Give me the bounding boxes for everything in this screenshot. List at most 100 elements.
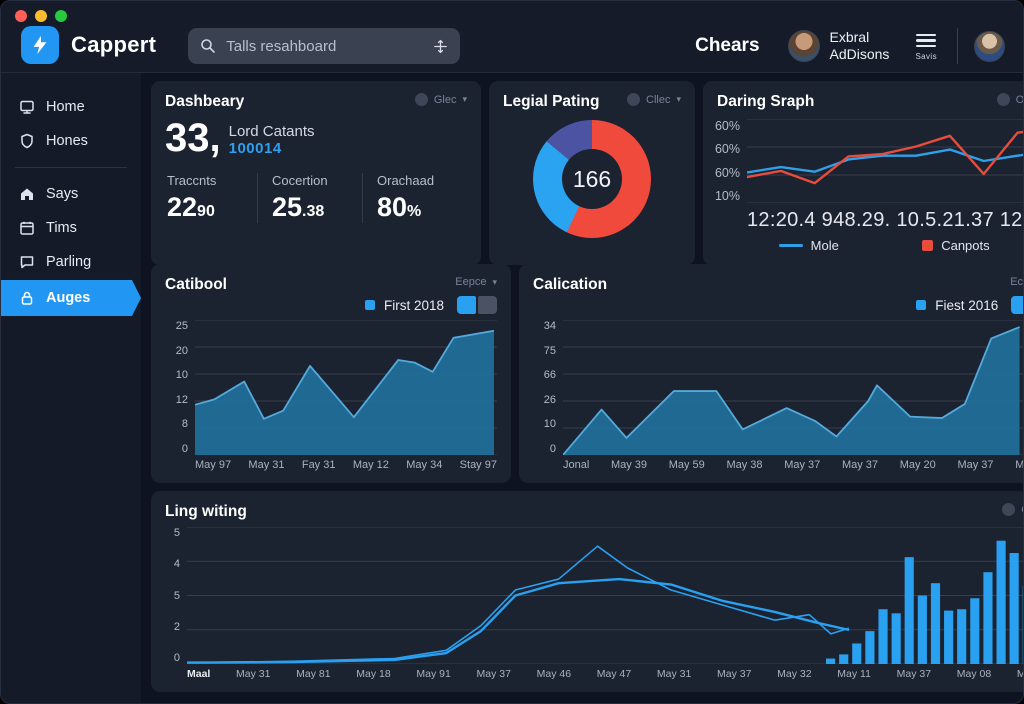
- sidebar-item-label: Says: [46, 186, 79, 202]
- y-tick-label: 34: [543, 320, 556, 332]
- zoom-button[interactable]: [55, 10, 67, 22]
- search-input[interactable]: Talls resahboard: [188, 28, 461, 64]
- user-name: Exbral AdDisons: [830, 29, 890, 64]
- y-tick-label: 75: [543, 344, 556, 357]
- y-axis-labels: 25 20 10 12 8 0: [165, 320, 195, 455]
- card-ling-witing: Ling witing Clte ▾ 5 4 5 2 0 Maal May 31 May 8…: [151, 491, 1023, 692]
- chevron-down-icon: ▾: [462, 94, 467, 104]
- lingwiting-dropdown[interactable]: Clte ▾: [1002, 503, 1023, 516]
- card-legial-pating: Legial Pating Cllec ▾ 166: [489, 81, 695, 265]
- close-button[interactable]: [15, 10, 27, 22]
- sidebar-item-tims[interactable]: Tims: [1, 212, 141, 244]
- x-tick-label: May 97: [1017, 668, 1023, 680]
- x-tick-label: May 37: [841, 459, 879, 471]
- x-tick-label: May 12: [352, 459, 389, 471]
- card-daring-sraph: Daring Sraph Olice ▾ 60% 60% 60% 10% 12:20.…: [703, 81, 1024, 265]
- catibool-dropdown[interactable]: Eepce ▾: [455, 276, 497, 288]
- x-tick-label: Jonal: [563, 459, 590, 471]
- calication-dropdown[interactable]: Econc ▾: [1010, 276, 1024, 288]
- kpi-label: Lord Catants: [228, 123, 315, 140]
- x-tick-label: May 20: [899, 459, 936, 471]
- card-title: Legial Pating: [503, 93, 600, 110]
- lingwiting-combo-chart: 5 4 5 2 0 Maal May 31 May 81 May 18 May 91 May 37…: [165, 527, 1023, 680]
- x-tick-label: May 32: [777, 668, 812, 680]
- stat-suffix: .38: [302, 203, 325, 220]
- y-tick-label: 10: [543, 418, 556, 431]
- x-tick-label: May 13: [1015, 459, 1024, 471]
- donut-chart: 166: [533, 120, 651, 238]
- legial-dropdown[interactable]: Cllec ▾: [627, 93, 681, 106]
- minimize-button[interactable]: [35, 10, 47, 22]
- sidebar-item-home[interactable]: Home: [1, 91, 141, 123]
- dropdown-label: Econc: [1010, 276, 1024, 288]
- card-title: Ling witing: [165, 503, 247, 520]
- hamburger-menu[interactable]: Savis: [915, 31, 937, 61]
- sidebar-item-says[interactable]: Says: [1, 178, 141, 210]
- y-tick-label: 4: [173, 558, 180, 571]
- y-axis-labels: 5 4 5 2 0: [165, 527, 187, 664]
- card-title: Calication: [533, 276, 608, 293]
- x-tick-label: May 34: [406, 459, 443, 471]
- x-tick-label: May 97: [195, 459, 232, 471]
- dropdown-dot-icon: [414, 93, 428, 106]
- user-avatar[interactable]: [787, 30, 820, 62]
- kpi-block: 33, Lord Catants 100014: [165, 116, 467, 160]
- series-legend: First 2018: [165, 296, 497, 314]
- cursor-move-icon[interactable]: [433, 39, 448, 54]
- dropdown-label: Olice: [1015, 93, 1024, 106]
- plot-area: [195, 320, 497, 455]
- daring-dropdown[interactable]: Olice ▾: [996, 93, 1024, 106]
- stat-value: 22: [167, 192, 198, 222]
- stat-label: Traccnts: [167, 173, 217, 188]
- y-tick-label: 0: [181, 442, 188, 455]
- y-axis-labels: 34 75 66 26 10 0: [533, 320, 563, 455]
- sidebar-item-auges[interactable]: Auges: [1, 280, 141, 316]
- dropdown-dot-icon: [1002, 503, 1016, 516]
- sidebar-item-parling[interactable]: Parling: [1, 246, 141, 278]
- search-placeholder: Talls resahboard: [226, 37, 337, 55]
- sidebar: Home Hones Says Tims Parling Auges: [1, 73, 141, 703]
- dropdown-label: Cllec: [646, 93, 671, 106]
- x-tick-label: May 81: [296, 668, 331, 680]
- x-tick-label: May 38: [726, 459, 763, 471]
- x-tick-label: May 18: [356, 668, 391, 680]
- series-toggle[interactable]: [1011, 296, 1023, 314]
- chart-legend: Mole Canpots: [717, 238, 1023, 253]
- y-tick-label: 60%: [714, 142, 740, 157]
- toggle-off-segment: [478, 296, 497, 314]
- legend-mole: Mole: [778, 238, 839, 253]
- y-tick-label: 20: [175, 344, 188, 357]
- profile-avatar[interactable]: [974, 30, 1005, 62]
- user-name-line2: AdDisons: [829, 46, 890, 62]
- user-name-line1: Exbral: [829, 28, 870, 45]
- sidebar-item-label: Parling: [46, 254, 92, 270]
- chevron-down-icon: ▾: [492, 276, 497, 287]
- kpi-value: 33,: [165, 116, 221, 160]
- x-tick-label: May 37: [957, 459, 994, 471]
- shield-icon: [21, 133, 33, 149]
- sidebar-item-hones[interactable]: Hones: [1, 125, 141, 157]
- card-title: Catibool: [165, 276, 227, 293]
- x-axis-labels: Maal May 31 May 81 May 18 May 91 May 37 May 46…: [187, 664, 1023, 680]
- series-toggle[interactable]: [457, 296, 497, 314]
- y-tick-label: 66: [543, 369, 556, 382]
- brand: Cappert: [21, 26, 156, 64]
- card-title: Daring Sraph: [717, 93, 815, 110]
- y-axis-labels: 60% 60% 60% 10%: [714, 119, 747, 203]
- chat-icon: [20, 256, 34, 269]
- legend-canpots: Canpots: [922, 238, 990, 253]
- x-tick-label: May 59: [668, 459, 705, 471]
- dashbeary-dropdown[interactable]: Glec ▾: [414, 93, 467, 106]
- card-dashbeary: Dashbeary Glec ▾ 33, Lord Catants 100014: [151, 81, 481, 265]
- x-tick-label: May 37: [476, 668, 511, 680]
- y-tick-label: 60%: [714, 119, 740, 133]
- stats-row: Traccnts 2290 Cocertion 25.38 Orachaad 8…: [165, 173, 467, 223]
- y-tick-label: 8: [181, 418, 188, 431]
- x-tick-label: May 08: [956, 668, 992, 680]
- legend-label: Canpots: [941, 238, 990, 253]
- hamburger-icon: [916, 31, 937, 50]
- calication-area-chart: 34 75 66 26 10 0 Jonal May 39 May 59 May 38 May 3…: [533, 320, 1024, 471]
- y-tick-label: 0: [549, 442, 556, 455]
- series-bullet-icon: [916, 300, 927, 310]
- x-axis-text: 12:20.4 948.29. 10.5.21.37 12:00: [747, 209, 1024, 231]
